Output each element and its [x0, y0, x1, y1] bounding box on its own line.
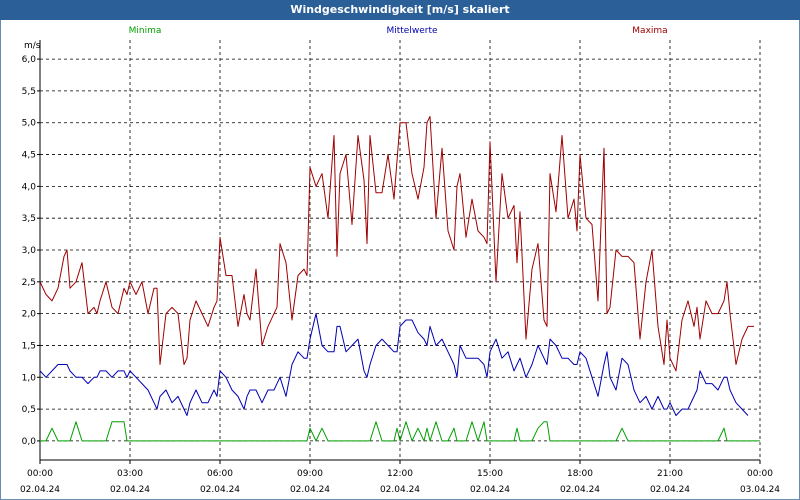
y-tick-label: 2,0	[22, 310, 37, 320]
x-tick-time: 12:00	[387, 469, 413, 479]
x-tick-time: 18:00	[567, 469, 593, 479]
x-tick-time: 09:00	[297, 469, 323, 479]
y-tick-label: 2,5	[22, 278, 36, 288]
y-tick-labels: 0,0 0,5 1,0 1,5 2,0 2,5 3,0 3,5 4,0 4,5 5,0 5,5 6,0	[22, 55, 40, 447]
x-tick-date: 02.04.24	[290, 485, 330, 495]
y-tick-label: 1,5	[22, 341, 36, 351]
x-tick-date: 02.04.24	[380, 485, 420, 495]
legend-maxima: Maxima	[632, 26, 667, 36]
y-tick-label: 5,5	[22, 87, 36, 97]
x-tick-time: 03:00	[117, 469, 143, 479]
x-tick-time: 15:00	[477, 469, 503, 479]
grid	[40, 40, 761, 460]
x-tick-time: 00:00	[27, 469, 53, 479]
series	[39, 115, 760, 442]
x-tick-date: 02.04.24	[650, 485, 690, 495]
x-tick-date: 02.04.24	[200, 485, 240, 495]
series-line-maxima	[39, 115, 754, 372]
y-tick-label: 3,0	[22, 246, 37, 256]
series-line-minima	[40, 421, 760, 442]
x-tick-labels: 00:00 02.04.24 03:00 02.04.24 06:00 02.04.24 0…	[20, 460, 780, 495]
y-axis-label: m/s	[24, 41, 41, 51]
x-tick-date: 02.04.24	[470, 485, 510, 495]
x-tick-time: 00:00	[747, 469, 773, 479]
x-tick-time: 06:00	[207, 469, 233, 479]
y-tick-label: 6,0	[22, 55, 37, 65]
x-tick-date: 02.04.24	[20, 485, 60, 495]
x-tick-date: 03.04.24	[740, 485, 780, 495]
y-tick-label: 5,0	[22, 119, 37, 129]
series-line-mittelwerte	[39, 313, 749, 416]
y-tick-label: 0,5	[22, 405, 36, 415]
y-tick-label: 4,0	[22, 182, 37, 192]
legend-minima: Minima	[129, 26, 162, 36]
y-tick-label: 1,0	[22, 373, 37, 383]
y-tick-label: 0,0	[22, 437, 37, 447]
x-tick-time: 21:00	[657, 469, 683, 479]
y-tick-label: 4,5	[22, 151, 36, 161]
legend-mittelwerte: Mittelwerte	[386, 26, 437, 36]
x-tick-date: 02.04.24	[110, 485, 150, 495]
x-tick-date: 02.04.24	[560, 485, 600, 495]
y-tick-label: 3,5	[22, 214, 36, 224]
window-title: Windgeschwindigkeit [m/s] skaliert	[0, 0, 800, 20]
